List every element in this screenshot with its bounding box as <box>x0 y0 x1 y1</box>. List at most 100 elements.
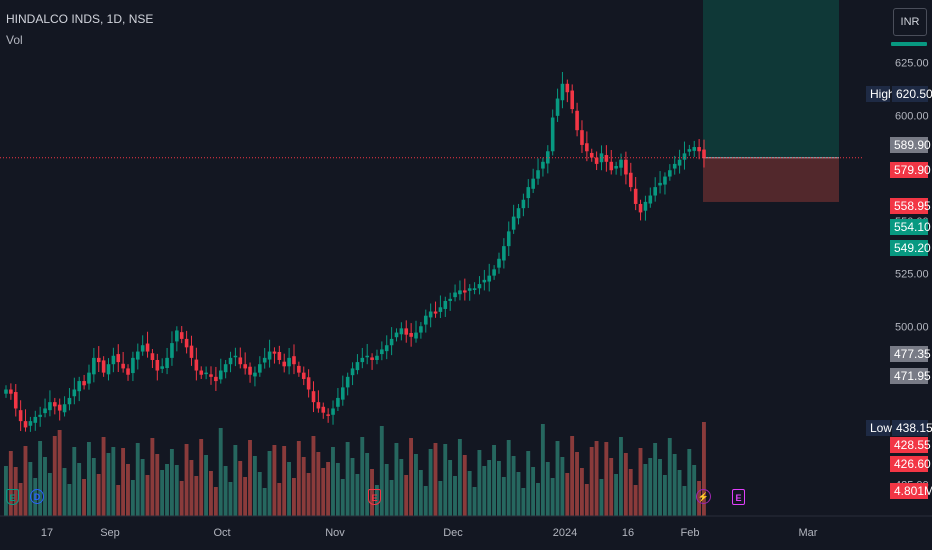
volume-bar <box>570 436 575 516</box>
volume-bar <box>560 457 565 516</box>
volume-bar <box>667 438 672 516</box>
candle-body <box>458 290 462 295</box>
candle-body <box>628 172 633 188</box>
volume-bar <box>682 486 687 516</box>
volume-indicator-label[interactable]: Vol <box>6 33 23 47</box>
y-tick-label: 600.00 <box>895 110 929 122</box>
candle-body <box>321 406 326 413</box>
volume-bar <box>130 480 135 516</box>
candle-body <box>262 357 267 363</box>
candle-body <box>448 298 452 301</box>
candle-body <box>541 161 545 169</box>
volume-bar <box>150 438 155 516</box>
candle-body <box>316 402 321 409</box>
volume-bar <box>243 477 248 516</box>
candle-body <box>160 366 164 369</box>
candle-body <box>175 330 179 342</box>
volume-bar <box>467 471 472 516</box>
volume-bar <box>340 479 345 516</box>
volume-bars <box>4 422 706 516</box>
volume-bar <box>516 472 521 516</box>
x-tick-label: Nov <box>325 527 345 539</box>
volume-bar <box>628 469 633 516</box>
volume-bar <box>433 443 438 516</box>
volume-bar <box>199 439 204 516</box>
volume-bar <box>18 483 23 516</box>
low-value: 438.15 <box>892 420 932 436</box>
volume-bar <box>702 422 706 516</box>
volume-bar <box>86 442 91 516</box>
volume-bar <box>623 453 628 516</box>
candle-body <box>594 157 599 164</box>
volume-bar <box>301 457 306 516</box>
candle-body <box>194 359 199 371</box>
candle-body <box>33 416 38 423</box>
position-tool[interactable] <box>703 0 839 202</box>
candle-body <box>580 130 584 145</box>
candle-body <box>389 338 394 346</box>
candle-body <box>497 258 501 268</box>
volume-bar <box>457 439 462 516</box>
candle-body <box>184 338 189 348</box>
candle-body <box>253 372 257 377</box>
volume-bar <box>687 449 692 516</box>
symbol-title[interactable]: HINDALCO INDS, 1D, NSE <box>6 12 154 26</box>
candle-body <box>658 182 662 186</box>
candle-body <box>663 176 667 185</box>
currency-indicator <box>891 42 927 46</box>
volume-bar <box>38 441 43 516</box>
volume-bar <box>379 426 384 516</box>
y-tick-label: 500.00 <box>895 321 929 333</box>
volume-bar <box>643 464 648 516</box>
candle-body <box>550 117 555 152</box>
candle-body <box>18 410 23 422</box>
volume-bar <box>472 487 477 516</box>
volume-bar <box>662 475 667 516</box>
x-tick-label: Dec <box>443 527 463 539</box>
candle-body <box>101 360 106 373</box>
volume-bar <box>277 483 282 516</box>
candle-body <box>243 364 247 369</box>
volume-bar <box>579 468 584 516</box>
volume-bar <box>296 441 301 516</box>
currency-button[interactable]: INR <box>893 8 927 36</box>
upcoming-earnings-icon[interactable]: E <box>732 489 745 505</box>
volume-bar <box>160 470 165 516</box>
volume-bar <box>589 447 594 516</box>
candle-body <box>140 345 145 352</box>
candle-body <box>419 326 423 333</box>
volume-bar <box>619 437 623 516</box>
candle-body <box>482 279 487 283</box>
volume-bar <box>209 471 213 516</box>
volume-bar <box>658 459 662 516</box>
candle-body <box>165 357 169 368</box>
candle-body <box>214 376 218 382</box>
dividend-event-icon[interactable]: D <box>30 489 44 504</box>
volume-bar <box>326 462 331 516</box>
candle-body <box>77 381 82 392</box>
volume-bar <box>350 458 355 516</box>
candle-body <box>23 421 28 428</box>
high-value: 620.50 <box>892 86 932 102</box>
volume-bar <box>77 463 82 516</box>
x-tick-label: Sep <box>100 527 120 539</box>
volume-bar <box>257 472 262 516</box>
volume-bar <box>672 454 677 516</box>
x-tick-label: Feb <box>681 527 700 539</box>
candle-body <box>643 201 648 211</box>
volume-bar <box>111 447 116 516</box>
split-event-icon[interactable]: ⚡ <box>696 489 711 504</box>
candle-body <box>433 311 438 314</box>
volume-bar <box>487 460 492 516</box>
candle-body <box>375 355 379 360</box>
candle-body <box>477 284 482 289</box>
volume-bar <box>238 461 243 516</box>
earnings-event-icon[interactable]: E <box>6 489 19 505</box>
candle-body <box>238 357 243 365</box>
earnings-event-icon-nov[interactable]: E <box>368 489 381 505</box>
candle-body <box>370 357 374 360</box>
volume-bar <box>462 455 467 516</box>
candle-body <box>409 332 413 337</box>
price-tag: 428.55 <box>890 437 931 453</box>
